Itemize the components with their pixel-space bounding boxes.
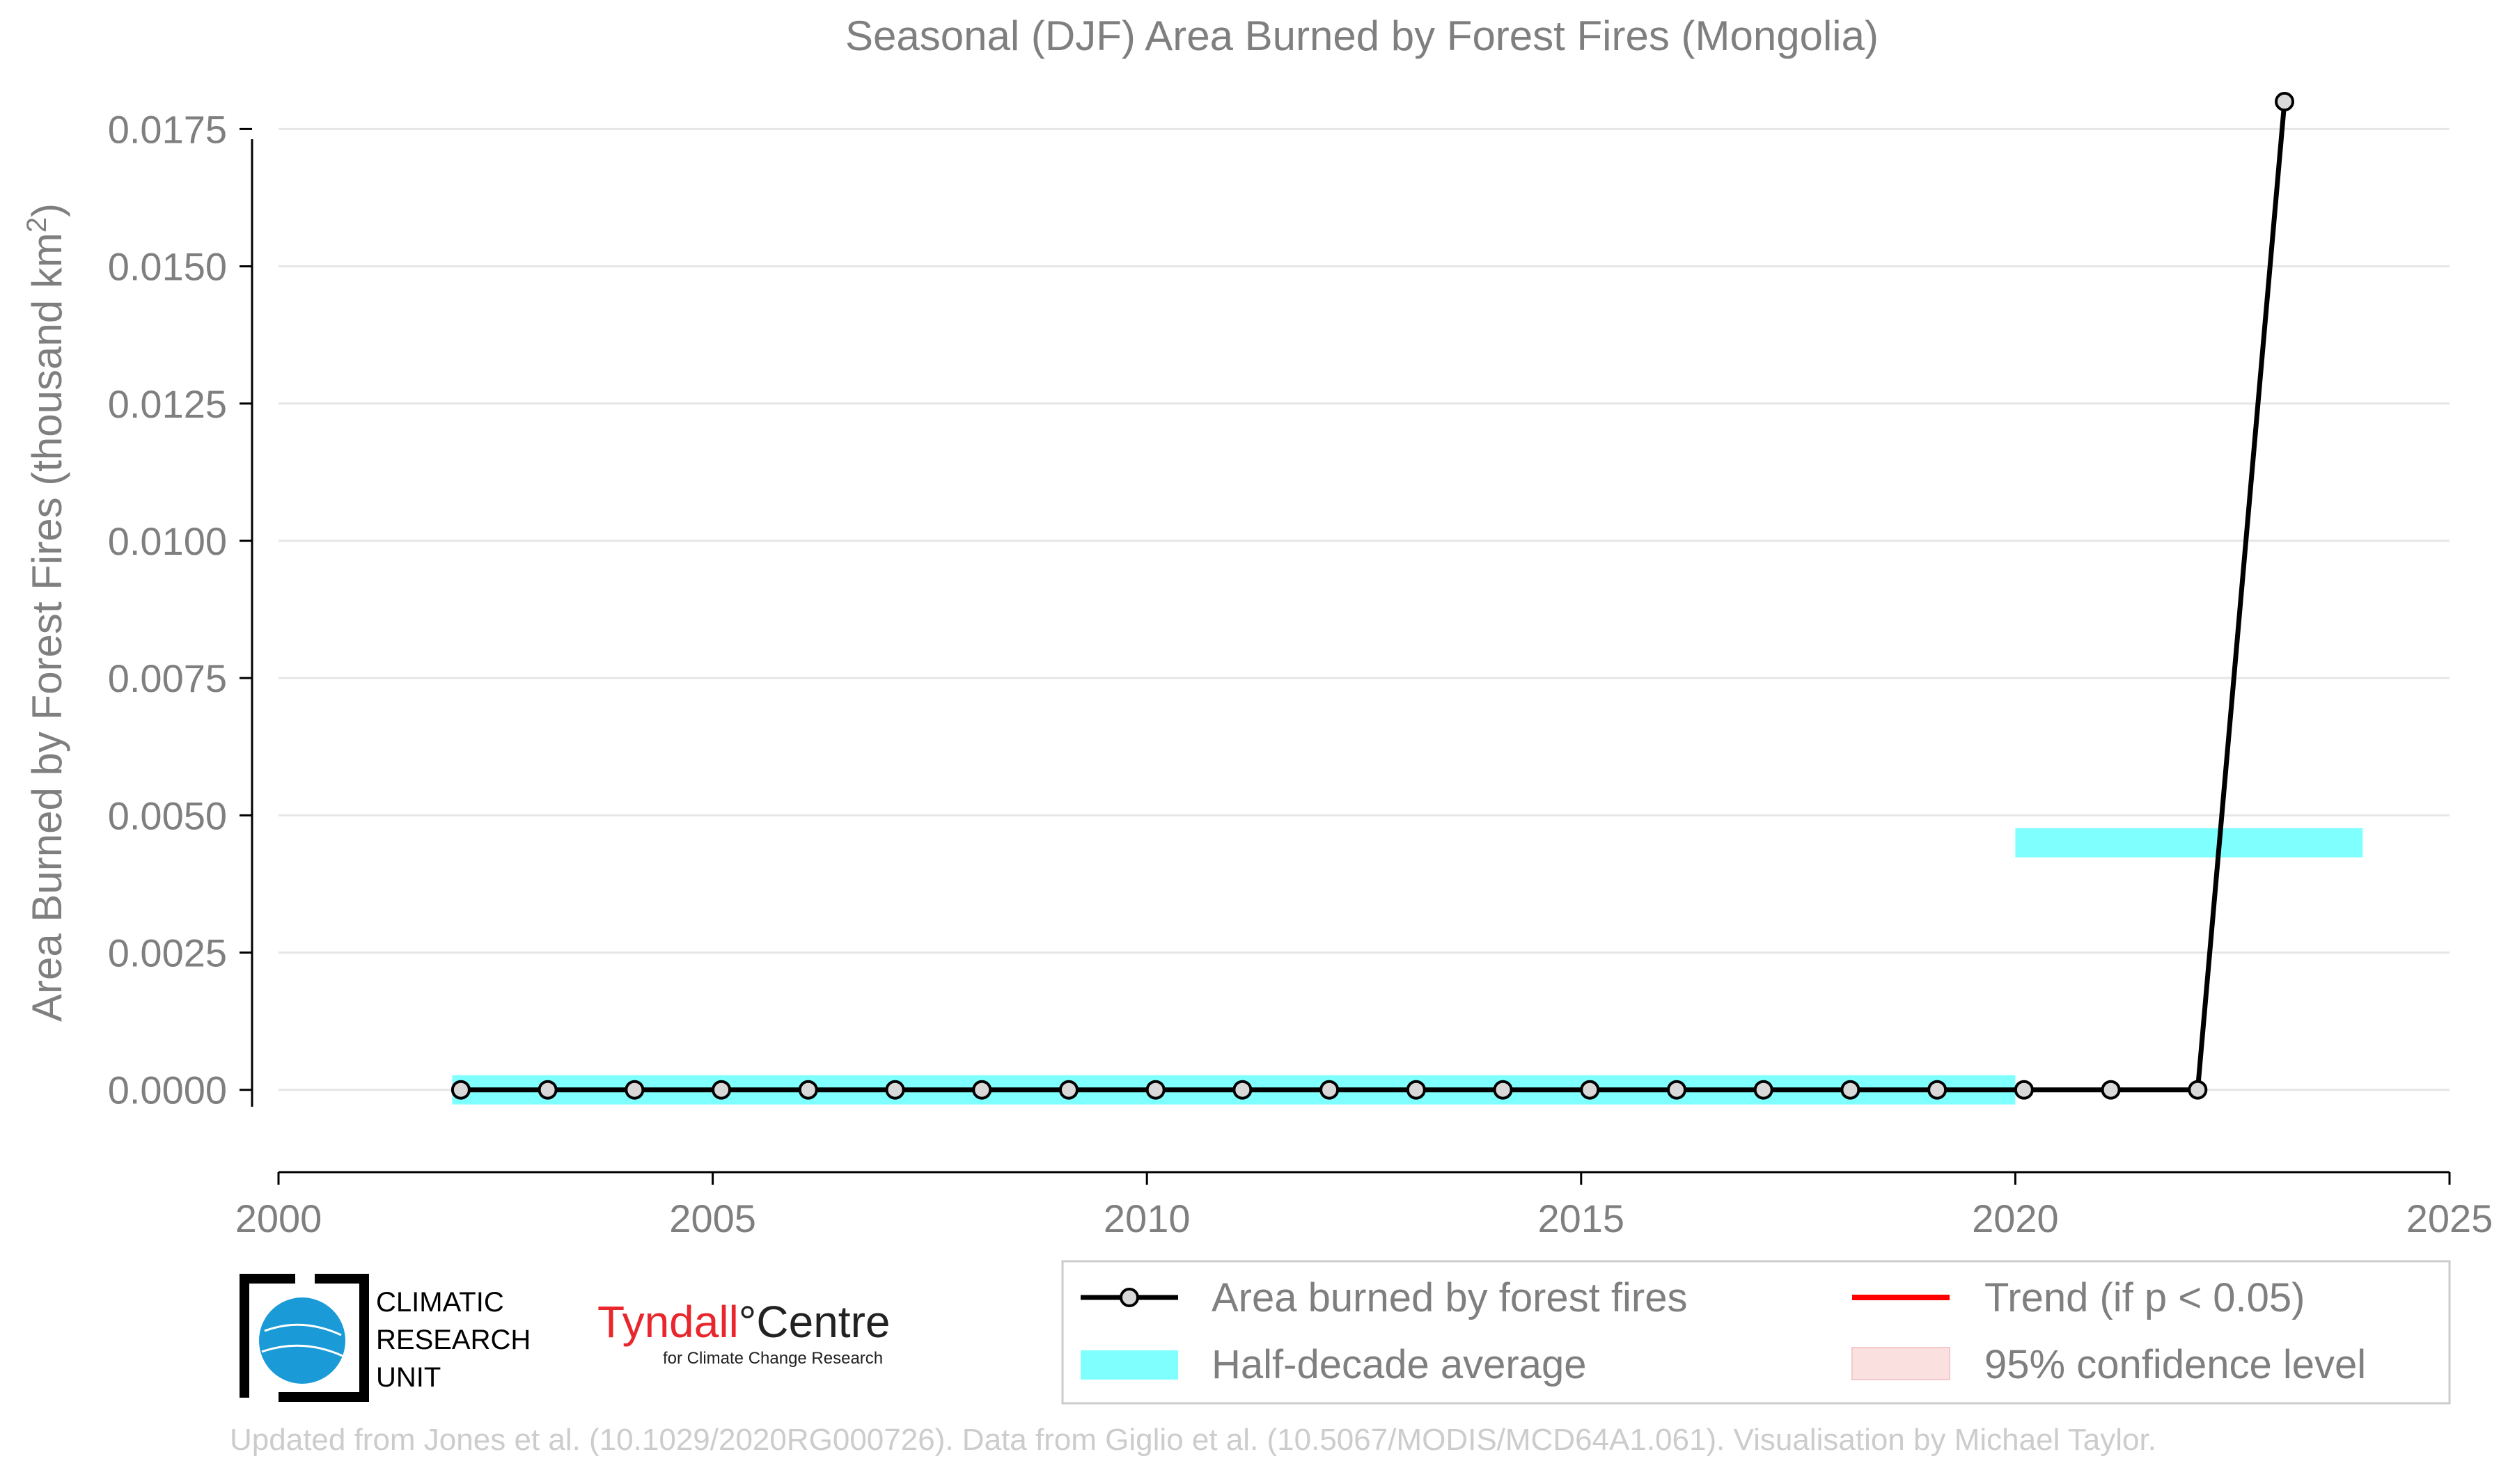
data-point bbox=[2014, 1080, 2034, 1100]
data-point bbox=[2188, 1080, 2208, 1100]
half-decade-bands bbox=[452, 828, 2363, 1105]
data-point bbox=[1580, 1080, 1600, 1100]
data-point bbox=[712, 1080, 732, 1100]
legend-swatch-band bbox=[1081, 1350, 1178, 1380]
y-tick-label: 0.0000 bbox=[108, 1068, 227, 1112]
x-tick-label: 2015 bbox=[1538, 1197, 1625, 1240]
credits: Updated from Jones et al. (10.1029/2020R… bbox=[230, 1423, 2156, 1457]
legend-swatch-marker bbox=[1120, 1288, 1139, 1307]
data-point bbox=[1927, 1080, 1947, 1100]
cru-line-2: RESEARCH bbox=[376, 1325, 531, 1355]
series-line bbox=[460, 101, 2287, 1093]
cru-logo bbox=[230, 1268, 543, 1407]
legend-label: Trend (if p < 0.05) bbox=[1984, 1275, 2305, 1320]
y-tick-label: 0.0050 bbox=[108, 794, 227, 837]
y-tick-labels: 0.0000 0.0025 0.0050 0.0075 0.0100 0.0125 0.01… bbox=[108, 107, 227, 1112]
data-point bbox=[625, 1080, 645, 1100]
legend-label: Half-decade average bbox=[1212, 1342, 1586, 1387]
data-point bbox=[1058, 1080, 1079, 1100]
data-point bbox=[2101, 1080, 2121, 1100]
y-tick-label: 0.0100 bbox=[108, 519, 227, 563]
chart-title: Seasonal (DJF) Area Burned by Forest Fir… bbox=[845, 13, 1879, 59]
data-point bbox=[1406, 1080, 1426, 1100]
data-point bbox=[538, 1080, 558, 1100]
y-tick-label: 0.0150 bbox=[108, 245, 227, 289]
axes bbox=[240, 127, 2451, 1185]
tyndall-name: Tyndall bbox=[597, 1297, 739, 1347]
x-tick-label: 2005 bbox=[669, 1197, 756, 1240]
cru-bracket-left bbox=[240, 1274, 295, 1398]
x-tick-labels: 2000 2005 2010 2015 2020 2025 bbox=[235, 1197, 2493, 1240]
data-point bbox=[1840, 1080, 1860, 1100]
tyndall-degree: ° bbox=[738, 1297, 757, 1347]
x-tick-label: 2000 bbox=[235, 1197, 322, 1240]
y-tick-label: 0.0175 bbox=[108, 107, 227, 151]
legend-label: 95% confidence level bbox=[1984, 1342, 2366, 1387]
tyndall-logo: Tyndall°Centre bbox=[597, 1296, 890, 1348]
data-point bbox=[450, 1080, 471, 1100]
data-line-group bbox=[450, 92, 2295, 1100]
cru-line-3: UNIT bbox=[376, 1362, 441, 1393]
legend-label: Area burned by forest fires bbox=[1212, 1275, 1687, 1320]
cru-line-1: CLIMATIC bbox=[376, 1287, 504, 1318]
tyndall-subtitle: for Climate Change Research bbox=[663, 1349, 884, 1368]
globe-line-icon bbox=[264, 1323, 342, 1336]
legend: Area burned by forest fires Half-decade a… bbox=[1061, 1260, 2451, 1405]
y-tick-label: 0.0125 bbox=[108, 382, 227, 426]
half-decade-band bbox=[2015, 828, 2363, 858]
x-tick-label: 2010 bbox=[1104, 1197, 1191, 1240]
data-point bbox=[1753, 1080, 1773, 1100]
cru-logo-mark bbox=[240, 1274, 369, 1402]
cru-wordmark: CLIMATIC RESEARCH UNIT bbox=[376, 1284, 531, 1396]
data-point bbox=[1232, 1080, 1253, 1100]
x-tick-label: 2025 bbox=[2406, 1197, 2493, 1240]
y-axis-label: Area Burned by Forest Fires (thousand km… bbox=[22, 203, 70, 1022]
y-tick-label: 0.0025 bbox=[108, 931, 227, 975]
x-tick-label: 2020 bbox=[1972, 1197, 2059, 1240]
data-point bbox=[972, 1080, 992, 1100]
tyndall-centre: Centre bbox=[756, 1297, 891, 1347]
data-point bbox=[2275, 92, 2295, 111]
data-point bbox=[798, 1080, 818, 1100]
globe-line-icon bbox=[261, 1344, 343, 1357]
data-point bbox=[1493, 1080, 1513, 1100]
globe-icon bbox=[259, 1297, 345, 1384]
grid-lines bbox=[279, 127, 2450, 1091]
y-tick-label: 0.0075 bbox=[108, 656, 227, 700]
data-point bbox=[885, 1080, 905, 1100]
legend-box bbox=[1061, 1260, 2451, 1405]
data-point bbox=[1666, 1080, 1686, 1100]
legend-swatch-confidence bbox=[1851, 1347, 1950, 1380]
data-point bbox=[1145, 1080, 1166, 1100]
data-point bbox=[1319, 1080, 1340, 1100]
cru-bracket-right bbox=[279, 1274, 369, 1402]
